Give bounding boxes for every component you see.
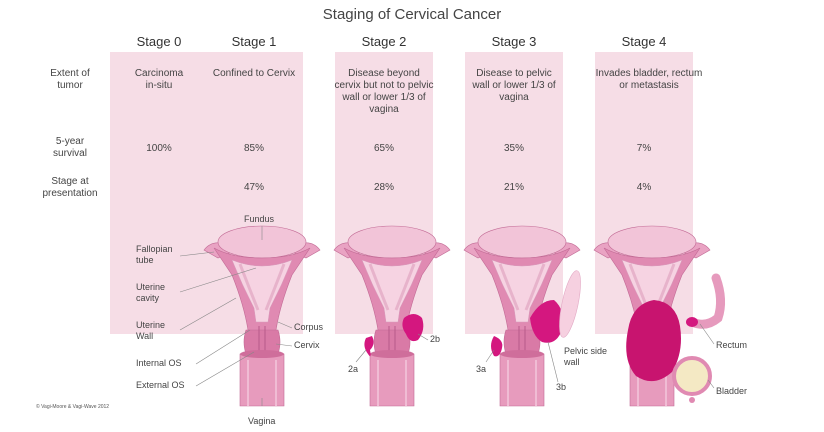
stage-2-presentation: 28%: [373, 182, 394, 193]
label-3b: 3b: [556, 382, 567, 392]
label-vagina: Vagina: [248, 416, 276, 426]
row-label-survival: 5-year survival: [53, 136, 87, 159]
label-2b: 2b: [430, 334, 441, 344]
label-internal-os: Internal OS: [136, 358, 182, 368]
stage-2-survival: 65%: [373, 143, 394, 154]
stage-0-survival: 100%: [146, 143, 172, 154]
label-3a: 3a: [476, 364, 487, 374]
label-2a: 2a: [348, 364, 359, 374]
stage-0-column: [110, 52, 208, 334]
row-label-extent: Extent of tumor: [50, 68, 90, 91]
bladder-shape: [672, 356, 712, 396]
stage-1-header: Stage 1: [231, 34, 277, 49]
stage-2-uterus: [332, 224, 452, 408]
page-title: Staging of Cervical Cancer: [322, 6, 502, 23]
label-pelvic-side-wall: Pelvic side wall: [564, 346, 608, 367]
copyright-notice: © Vagi-Moore & Vagi-Wave 2012: [36, 404, 110, 410]
stage-2-extent: Disease beyond cervix but not to pelvic …: [334, 68, 434, 115]
label-cervix: Cervix: [294, 340, 320, 350]
stage-1-presentation: 47%: [243, 182, 264, 193]
stage-1-survival: 85%: [243, 143, 264, 154]
label-external-os: External OS: [136, 380, 185, 390]
label-uterine-cavity: Uterine cavity: [136, 282, 166, 303]
stage-4-extent: Invades bladder, rectum or metastasis: [595, 68, 703, 91]
label-fundus: Fundus: [244, 214, 275, 224]
stage-0-header: Stage 0: [136, 34, 182, 49]
pelvic-side-wall-shape: [559, 270, 581, 338]
stage-3b-tumor: [530, 300, 563, 343]
stage-2a-tumor: [364, 336, 374, 357]
stage-3a-tumor: [491, 336, 503, 357]
stage-0-extent: Carcinoma in-situ: [134, 68, 184, 91]
row-label-presentation: Stage at presentation: [42, 176, 98, 199]
label-bladder: Bladder: [716, 386, 748, 396]
rectum-shape: [687, 273, 726, 329]
stage-4-tumor: [626, 300, 681, 382]
stage-2-header: Stage 2: [361, 34, 407, 49]
stage-3-extent: Disease to pelvic wall or lower 1/3 of v…: [472, 68, 556, 103]
stage-4-survival: 7%: [636, 143, 652, 154]
label-rectum: Rectum: [716, 340, 748, 350]
stage-4-presentation: 4%: [636, 182, 652, 193]
stage-4-header: Stage 4: [621, 34, 667, 49]
label-uterine-wall: Uterine Wall: [136, 320, 166, 341]
stage-1-extent: Confined to Cervix: [212, 68, 296, 79]
label-corpus: Corpus: [294, 322, 324, 332]
stage-3-header: Stage 3: [491, 34, 537, 49]
stage-1-uterus: [202, 224, 322, 408]
stage-3-presentation: 21%: [503, 182, 524, 193]
label-fallopian-tube: Fallopian tube: [136, 244, 173, 265]
stage-3-survival: 35%: [503, 143, 524, 154]
